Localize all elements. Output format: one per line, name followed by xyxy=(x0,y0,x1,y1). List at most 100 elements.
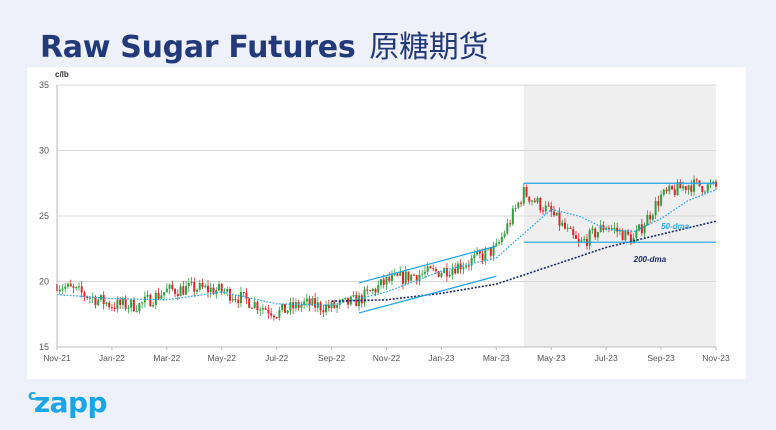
candle-body xyxy=(237,299,240,304)
candle-body xyxy=(520,202,523,204)
page-title: Raw Sugar Futures 原糖期货 xyxy=(40,22,489,66)
x-tick-label: Mar-22 xyxy=(153,353,180,363)
candle-body xyxy=(174,289,177,294)
candle-body xyxy=(94,296,97,306)
candle-body xyxy=(657,201,660,206)
candle-body xyxy=(715,181,717,187)
candle-body xyxy=(259,309,262,311)
candle-body xyxy=(629,234,632,244)
candle-body xyxy=(393,273,396,275)
candle-body xyxy=(105,302,108,305)
candle-body xyxy=(473,254,476,258)
candle-body xyxy=(207,285,210,293)
candle-body xyxy=(292,302,295,309)
candle-body xyxy=(594,228,597,238)
candle-body xyxy=(300,304,303,308)
candle-body xyxy=(127,307,130,309)
candle-body xyxy=(506,223,509,234)
candle-body xyxy=(319,302,322,311)
candle-body xyxy=(201,282,204,288)
candle-body xyxy=(385,277,388,285)
candle-body xyxy=(281,303,284,310)
candle-body xyxy=(599,225,602,233)
candle-body xyxy=(146,294,149,297)
candle-body xyxy=(660,194,663,206)
candle-body xyxy=(226,289,229,292)
candle-body xyxy=(99,294,102,300)
candle-body xyxy=(668,185,671,192)
candle-body xyxy=(569,227,572,229)
candle-body xyxy=(322,310,325,313)
candle-body xyxy=(234,299,237,301)
title-english: Raw Sugar Futures xyxy=(40,30,356,65)
candle-body xyxy=(308,298,311,306)
candle-body xyxy=(481,253,484,261)
logo-prefix: c xyxy=(28,388,36,404)
candlestick-chart: 50-dma 200-dma 15 20 25 30 35 c/lb Nov-21 Jan-22… xyxy=(39,70,730,363)
candle-body xyxy=(558,212,561,226)
candle-body xyxy=(190,281,193,284)
candle-body xyxy=(314,298,317,308)
x-tick-label: Jan-22 xyxy=(99,353,125,363)
candle-body xyxy=(132,299,135,312)
candle-body xyxy=(352,294,355,297)
candle-body xyxy=(682,186,685,189)
candle-body xyxy=(382,279,385,285)
candle-body xyxy=(160,295,163,299)
candle-body xyxy=(135,311,138,313)
candle-body xyxy=(371,289,374,292)
candle-body xyxy=(157,292,160,299)
candle-body xyxy=(75,287,78,289)
candle-body xyxy=(547,205,550,207)
candle-body xyxy=(476,251,479,255)
candle-body xyxy=(566,227,569,229)
candle-body xyxy=(704,191,707,193)
candle-body xyxy=(77,286,80,288)
candle-body xyxy=(621,230,624,241)
candle-body xyxy=(550,205,553,212)
candle-body xyxy=(182,286,185,295)
candle-body xyxy=(539,197,542,211)
candle-body xyxy=(83,292,86,297)
x-tick-label: Nov-21 xyxy=(43,353,71,363)
candle-body xyxy=(278,309,281,318)
candle-body xyxy=(108,302,111,308)
candle-body xyxy=(410,274,413,281)
candle-body xyxy=(355,294,358,307)
x-tick-label: Sep-23 xyxy=(647,353,675,363)
candle-body xyxy=(149,294,152,307)
candle-body xyxy=(687,185,690,190)
candle-body xyxy=(679,182,682,189)
candle-body xyxy=(303,301,306,305)
candle-body xyxy=(492,245,495,256)
candle-body xyxy=(690,185,693,192)
x-tick-label: Jul-22 xyxy=(265,353,288,363)
y-tick-label: 25 xyxy=(39,211,49,221)
candle-body xyxy=(245,292,248,299)
candle-body xyxy=(580,240,583,242)
y-tick-label: 30 xyxy=(39,146,49,156)
candle-body xyxy=(311,298,314,306)
candle-body xyxy=(347,297,350,305)
candle-body xyxy=(596,232,599,238)
candle-body xyxy=(445,268,448,277)
candle-body xyxy=(484,249,487,261)
candle-body xyxy=(66,283,69,287)
candle-body xyxy=(635,230,638,238)
candle-body xyxy=(509,223,512,225)
channel-line xyxy=(358,275,497,314)
ma50-line xyxy=(56,189,717,306)
candle-body xyxy=(588,230,591,246)
candle-body xyxy=(297,302,300,308)
candle-body xyxy=(577,238,580,242)
candle-body xyxy=(542,210,545,212)
y-tick-label: 35 xyxy=(39,80,49,90)
candle-body xyxy=(388,277,391,281)
candle-body xyxy=(643,225,646,234)
candle-body xyxy=(693,179,696,192)
x-tick-label: May-23 xyxy=(537,353,566,363)
candle-body xyxy=(695,179,698,181)
x-tick-label: Nov-23 xyxy=(702,353,730,363)
candle-body xyxy=(275,317,278,319)
candle-body xyxy=(662,189,665,195)
